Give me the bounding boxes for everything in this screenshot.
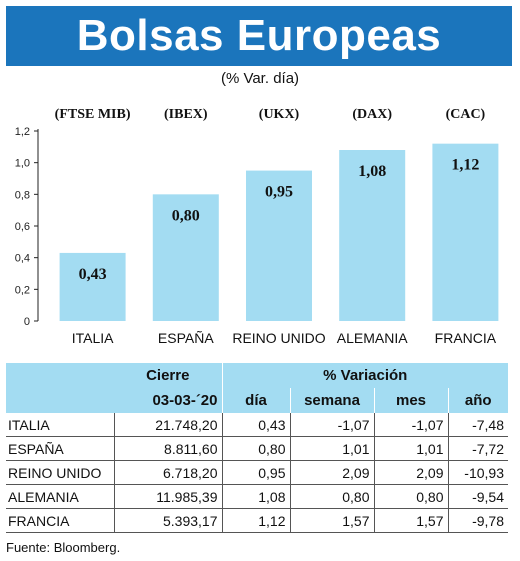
row-semana: -1,07: [289, 413, 374, 437]
bar: [59, 252, 126, 321]
table-group-header-row: Cierre % Variación: [6, 363, 508, 388]
index-label: (CAC): [446, 107, 486, 122]
bar-value-label: 0,80: [172, 207, 200, 224]
table-row: REINO UNIDO 6.718,20 0,95 2,09 2,09 -10,…: [6, 460, 508, 485]
index-label: (IBEX): [164, 107, 208, 122]
source-note: Fuente: Bloomberg.: [6, 540, 121, 555]
row-mes: 0,80: [373, 484, 448, 509]
data-table: Cierre % Variación 03-03-´20 día semana …: [6, 363, 508, 533]
row-cierre: 8.811,60: [113, 436, 222, 461]
bar-chart: 0 0,2 0,4 0,6 0,8 1,0 1,2 0,43 (FTSE MIB) ITALIA 0…: [15, 107, 499, 346]
row-anio: -7,72: [447, 436, 508, 461]
row-mes: 1,57: [373, 508, 448, 533]
row-mes: -1,07: [373, 413, 448, 437]
row-country: ITALIA: [6, 413, 114, 437]
chart-subtitle: (% Var. día): [220, 70, 300, 87]
category-label: ITALIA: [72, 330, 114, 346]
y-tick-label: 0,4: [15, 253, 30, 265]
y-tick-label: 1,0: [15, 158, 30, 170]
row-cierre: 21.748,20: [113, 413, 222, 437]
bar: [246, 170, 312, 321]
bar-value-label: 0,43: [79, 266, 107, 283]
row-mes: 2,09: [373, 460, 448, 485]
y-tick-label: 1,2: [15, 126, 30, 138]
table-corner-cell: [6, 363, 114, 388]
row-dia: 1,12: [221, 508, 290, 533]
row-country: ESPAÑA: [6, 436, 114, 461]
y-tick-label: 0: [24, 316, 30, 328]
row-anio: -9,54: [447, 484, 508, 509]
header-cierre: Cierre: [114, 363, 222, 388]
header-variacion: % Variación: [221, 363, 508, 388]
row-cierre: 6.718,20: [113, 460, 222, 485]
table-column-header-row: 03-03-´20 día semana mes año: [6, 388, 508, 413]
table-row: FRANCIA 5.393,17 1,12 1,57 1,57 -9,78: [6, 508, 508, 533]
header-date: 03-03-´20: [114, 388, 222, 413]
row-dia: 0,80: [221, 436, 290, 461]
header-dia: día: [221, 388, 290, 413]
index-label: (UKX): [259, 107, 300, 122]
index-label: (FTSE MIB): [55, 107, 131, 122]
bar-value-label: 1,08: [358, 163, 386, 180]
index-label: (DAX): [352, 107, 392, 122]
row-cierre: 11.985,39: [113, 484, 222, 509]
row-semana: 1,57: [289, 508, 374, 533]
row-dia: 1,08: [221, 484, 290, 509]
row-country: ALEMANIA: [6, 484, 114, 509]
row-anio: -9,78: [447, 508, 508, 533]
table-corner-cell: [6, 388, 114, 413]
bar: [339, 150, 406, 321]
header-semana: semana: [289, 388, 374, 413]
header-mes: mes: [373, 388, 448, 413]
y-tick-label: 0,6: [15, 221, 30, 233]
row-anio: -10,93: [447, 460, 508, 485]
row-mes: 1,01: [373, 436, 448, 461]
bar-value-label: 1,12: [451, 157, 479, 174]
y-tick-label: 0,2: [15, 284, 30, 296]
header-anio: año: [447, 388, 508, 413]
category-label: REINO UNIDO: [232, 330, 325, 346]
row-semana: 2,09: [289, 460, 374, 485]
category-label: ESPAÑA: [158, 330, 214, 346]
row-dia: 0,43: [221, 413, 290, 437]
row-semana: 1,01: [289, 436, 374, 461]
row-cierre: 5.393,17: [113, 508, 222, 533]
category-label: ALEMANIA: [337, 330, 408, 346]
table-row: ESPAÑA 8.811,60 0,80 1,01 1,01 -7,72: [6, 436, 508, 461]
row-dia: 0,95: [221, 460, 290, 485]
category-label: FRANCIA: [435, 330, 497, 346]
y-tick-label: 0,8: [15, 189, 30, 201]
row-anio: -7,48: [447, 413, 508, 437]
table-row: ITALIA 21.748,20 0,43 -1,07 -1,07 -7,48: [6, 413, 508, 437]
row-country: REINO UNIDO: [6, 460, 114, 485]
table-row: ALEMANIA 11.985,39 1,08 0,80 0,80 -9,54: [6, 484, 508, 509]
title-banner: Bolsas Europeas: [6, 6, 512, 66]
row-country: FRANCIA: [6, 508, 114, 533]
bar-value-label: 0,95: [265, 184, 293, 201]
bar: [432, 143, 499, 321]
row-semana: 0,80: [289, 484, 374, 509]
page-title: Bolsas Europeas: [76, 11, 442, 60]
bar: [152, 194, 219, 321]
